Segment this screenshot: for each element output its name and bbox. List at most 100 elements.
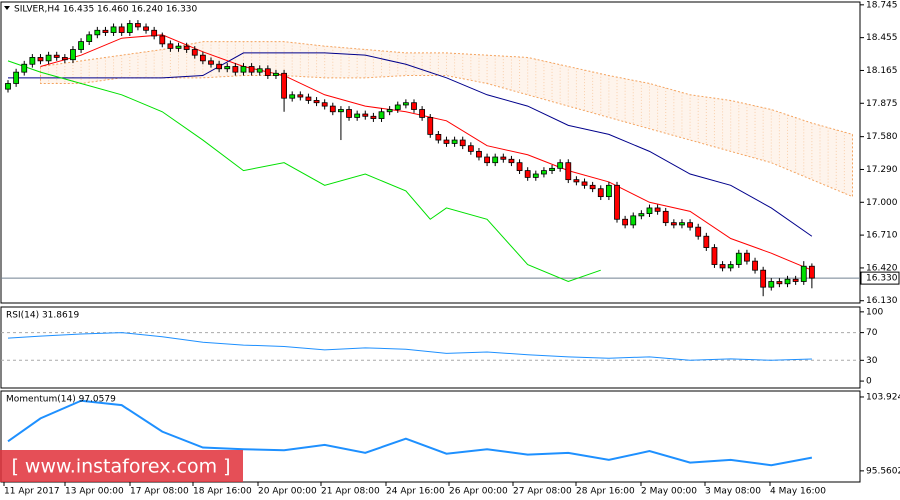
y-tick-label: 17.290 <box>866 165 898 175</box>
current-price-label: 16.330 <box>866 274 898 284</box>
candle-body <box>102 29 109 33</box>
momentum-label: Momentum(14) 97.0579 <box>6 395 116 405</box>
x-tick-label: 20 Apr 00:00 <box>258 487 317 497</box>
candle-body <box>670 222 677 226</box>
candle-body <box>94 29 101 36</box>
y-tick-label: 17.000 <box>866 198 898 208</box>
x-tick-label: 13 Apr 00:00 <box>65 487 124 497</box>
y-tick-label: 17.580 <box>866 132 898 142</box>
candle-body <box>264 68 271 76</box>
candle-body <box>394 104 401 110</box>
candle-body <box>622 218 629 226</box>
candle-body <box>354 113 361 118</box>
candle-body <box>362 113 369 117</box>
candle-body <box>143 26 149 31</box>
candle-body <box>167 43 174 49</box>
candle-body <box>313 100 320 104</box>
y-tick-label: 16.130 <box>866 296 898 306</box>
candle-body <box>459 139 466 147</box>
candle-body <box>573 179 580 183</box>
indicator-line <box>40 34 813 271</box>
chart-title: SILVER,H4 16.435 16.460 16.240 16.330 <box>14 5 198 15</box>
candle-body <box>792 278 799 282</box>
candle-body <box>53 54 60 58</box>
y-tick-label: 30 <box>866 356 878 366</box>
candle-body <box>338 109 344 113</box>
candle-body <box>492 156 499 164</box>
x-tick-label: 2 May 00:00 <box>641 487 697 497</box>
x-tick-label: 17 Apr 08:00 <box>130 487 189 497</box>
candle-body <box>329 105 336 113</box>
candle-body <box>289 94 296 99</box>
candle-body <box>508 158 515 164</box>
candle-body <box>630 215 637 226</box>
candle-body <box>557 162 564 169</box>
candle-body <box>695 226 702 237</box>
candle-body <box>86 34 93 43</box>
candle-body <box>199 54 206 62</box>
candle-body <box>183 45 190 50</box>
indicator-line <box>7 60 601 283</box>
candle-body <box>532 173 539 178</box>
x-tick-label: 27 Apr 08:00 <box>513 487 572 497</box>
candle-body <box>13 71 20 84</box>
candle-body <box>654 207 661 212</box>
candle-body <box>768 281 775 288</box>
watermark: [ www.instaforex.com ] <box>11 456 230 478</box>
candle-body <box>191 49 198 56</box>
candle-body <box>735 252 742 265</box>
candle-body <box>321 102 328 107</box>
candle-body <box>614 184 620 220</box>
y-tick-label: 16.420 <box>866 263 898 273</box>
candle-body <box>378 111 385 119</box>
candle-body <box>800 265 807 282</box>
y-tick-label: 103.9247 <box>866 392 900 402</box>
x-tick-label: 4 May 16:00 <box>770 487 826 497</box>
candle-body <box>476 150 482 158</box>
x-tick-label: 24 Apr 16:00 <box>386 487 445 497</box>
candle-body <box>78 41 84 50</box>
candle-body <box>752 260 758 271</box>
candle-body <box>29 57 36 65</box>
y-tick-label: 18.455 <box>866 33 898 43</box>
candle-body <box>61 57 68 61</box>
y-tick-label: 0 <box>866 377 872 387</box>
candle-body <box>605 184 612 198</box>
candle-body <box>21 63 28 73</box>
candle-body <box>175 45 182 49</box>
y-tick-label: 18.745 <box>866 0 898 10</box>
candle-body <box>784 278 791 285</box>
candle-body <box>541 170 547 175</box>
candle-body <box>386 109 393 113</box>
candle-body <box>305 96 312 101</box>
candle-body <box>232 66 239 73</box>
candle-body <box>484 156 490 164</box>
candle-body <box>808 265 815 279</box>
candle-body <box>5 83 11 90</box>
candle-body <box>760 269 767 288</box>
x-tick-label: 3 May 08:00 <box>705 487 761 497</box>
candle-body <box>467 145 474 152</box>
candle-body <box>719 264 726 269</box>
candle-body <box>679 222 685 226</box>
candle-body <box>565 162 572 181</box>
candle-body <box>224 66 231 70</box>
y-tick-label: 17.875 <box>866 99 898 109</box>
candle-body <box>281 72 287 99</box>
candle-body <box>151 29 158 37</box>
candle-body <box>248 66 255 73</box>
candle-body <box>597 188 604 198</box>
candle-body <box>703 235 710 248</box>
momentum-panel <box>0 390 861 483</box>
price-panel <box>0 1 861 304</box>
y-tick-label: 16.710 <box>866 231 898 241</box>
y-tick-label: 18.165 <box>866 66 898 76</box>
candle-body <box>45 54 52 62</box>
candle-body <box>70 49 76 61</box>
candle-body <box>427 117 434 135</box>
candle-body <box>159 35 166 45</box>
indicator-line <box>8 52 813 237</box>
candle-body <box>135 23 141 28</box>
